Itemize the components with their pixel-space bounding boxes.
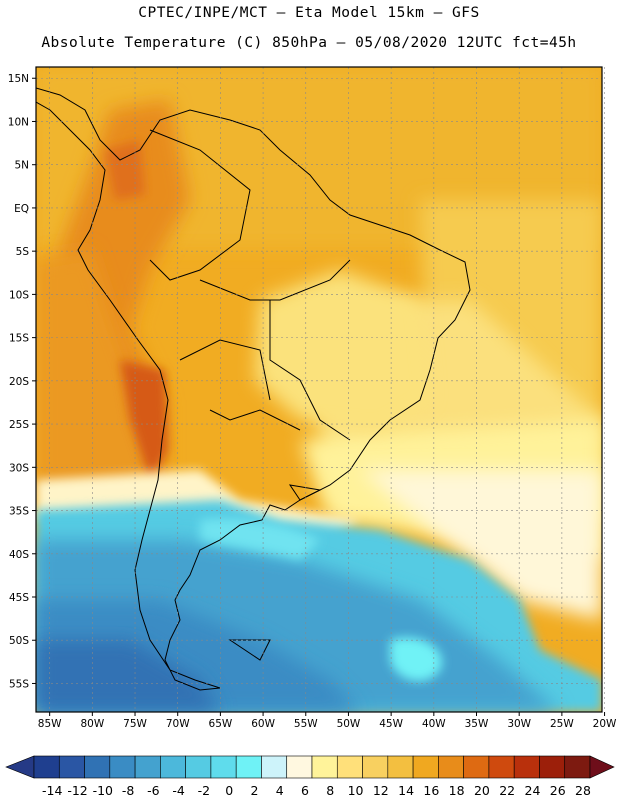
colorbar-swatch bbox=[84, 755, 111, 779]
map-frame bbox=[35, 66, 603, 713]
colorbar-label: -6 bbox=[147, 783, 160, 798]
lat-tick-label: 35S bbox=[9, 506, 29, 518]
colorbar-swatch bbox=[261, 755, 288, 779]
colorbar-swatch bbox=[488, 755, 515, 779]
colorbar-label: 10 bbox=[348, 783, 364, 798]
longitude-labels: 85W 80W 75W 70W 65W 60W 55W 50W 45W 40W 35W 30W 25W 2… bbox=[38, 712, 617, 730]
lon-tick-label: 45W bbox=[379, 718, 403, 730]
lat-tick-label: 30S bbox=[9, 462, 29, 474]
colorbar-label: 12 bbox=[373, 783, 389, 798]
lat-tick-label: 10N bbox=[8, 116, 29, 128]
lon-tick-label: 75W bbox=[123, 718, 147, 730]
lon-tick-label: 70W bbox=[166, 718, 190, 730]
colorbar-label: 20 bbox=[474, 783, 490, 798]
lon-tick-label: 30W bbox=[507, 718, 531, 730]
colorbar-under-arrow bbox=[5, 755, 35, 779]
lat-tick-label: 20S bbox=[9, 376, 29, 388]
colorbar-label: -2 bbox=[198, 783, 210, 798]
colorbar-label: 2 bbox=[250, 783, 258, 798]
lat-tick-label: EQ bbox=[14, 203, 29, 215]
lat-tick-label: 45S bbox=[9, 592, 29, 604]
colorbar-label: 16 bbox=[423, 783, 439, 798]
lat-tick-label: 5S bbox=[16, 246, 30, 258]
colorbar-swatch bbox=[311, 755, 338, 779]
lat-tick-label: 25S bbox=[9, 419, 29, 431]
colorbar-swatch bbox=[33, 755, 60, 779]
colorbar-swatch bbox=[513, 755, 540, 779]
colorbar-label: 18 bbox=[449, 783, 465, 798]
lat-tick-label: 10S bbox=[9, 289, 29, 301]
colorbar-swatch bbox=[539, 755, 566, 779]
map-title-line2: Absolute Temperature (C) 850hPa – 05/08/… bbox=[41, 35, 577, 51]
colorbar-label: 28 bbox=[575, 783, 591, 798]
colorbar-swatch bbox=[463, 755, 490, 779]
lon-tick-label: 50W bbox=[337, 718, 361, 730]
colorbar-swatch bbox=[564, 755, 591, 779]
lon-tick-label: 35W bbox=[465, 718, 489, 730]
colorbar-label: 22 bbox=[499, 783, 515, 798]
colorbar-swatch bbox=[58, 755, 85, 779]
lat-tick-label: 15S bbox=[9, 333, 29, 345]
colorbar-swatch bbox=[362, 755, 389, 779]
lat-tick-label: 40S bbox=[9, 549, 29, 561]
lon-tick-label: 85W bbox=[38, 718, 62, 730]
colorbar-label: -10 bbox=[93, 783, 113, 798]
lon-tick-label: 65W bbox=[209, 718, 233, 730]
colorbar-over-arrow bbox=[589, 755, 615, 779]
latitude-labels: 15N 10N 5N EQ 5S 10S 15S 20S 25S 30S 35S 40S 45S 50S 5… bbox=[8, 73, 36, 690]
temperature-field bbox=[36, 67, 602, 712]
colorbar-swatch bbox=[134, 755, 161, 779]
lat-tick-label: 5N bbox=[14, 160, 29, 172]
colorbar: -14 -12 -10 -8 -6 -4 -2 0 2 4 6 8 10 12 14 16 18 20 22 24 26… bbox=[5, 755, 615, 798]
lon-tick-label: 55W bbox=[294, 718, 318, 730]
colorbar-label: -12 bbox=[67, 783, 87, 798]
colorbar-label: 14 bbox=[398, 783, 414, 798]
lat-tick-label: 15N bbox=[8, 73, 29, 85]
colorbar-swatch bbox=[109, 755, 136, 779]
colorbar-label: 26 bbox=[550, 783, 566, 798]
lon-tick-label: 25W bbox=[550, 718, 574, 730]
colorbar-label: -8 bbox=[122, 783, 135, 798]
map-title-line1: CPTEC/INPE/MCT – Eta Model 15km – GFS bbox=[138, 5, 480, 21]
colorbar-swatch bbox=[336, 755, 363, 779]
lon-tick-label: 40W bbox=[422, 718, 446, 730]
graticule bbox=[36, 67, 605, 712]
colorbar-swatch bbox=[235, 755, 262, 779]
colorbar-swatch bbox=[412, 755, 439, 779]
colorbar-swatch bbox=[286, 755, 313, 779]
colorbar-label: 0 bbox=[225, 783, 233, 798]
lon-tick-label: 60W bbox=[251, 718, 275, 730]
coastlines bbox=[36, 87, 471, 691]
colorbar-swatch bbox=[210, 755, 237, 779]
lat-tick-label: 50S bbox=[9, 635, 29, 647]
colorbar-label: 6 bbox=[301, 783, 309, 798]
colorbar-swatch bbox=[185, 755, 212, 779]
colorbar-swatch bbox=[387, 755, 414, 779]
colorbar-label: 24 bbox=[525, 783, 541, 798]
colorbar-label: -4 bbox=[172, 783, 185, 798]
colorbar-swatch bbox=[438, 755, 464, 779]
lon-tick-label: 80W bbox=[80, 718, 104, 730]
colorbar-label: 8 bbox=[326, 783, 334, 798]
lat-tick-label: 55S bbox=[9, 678, 29, 690]
lon-tick-label: 20W bbox=[593, 718, 617, 730]
colorbar-label: -14 bbox=[42, 783, 62, 798]
colorbar-swatch bbox=[160, 755, 186, 779]
colorbar-label: 4 bbox=[276, 783, 284, 798]
